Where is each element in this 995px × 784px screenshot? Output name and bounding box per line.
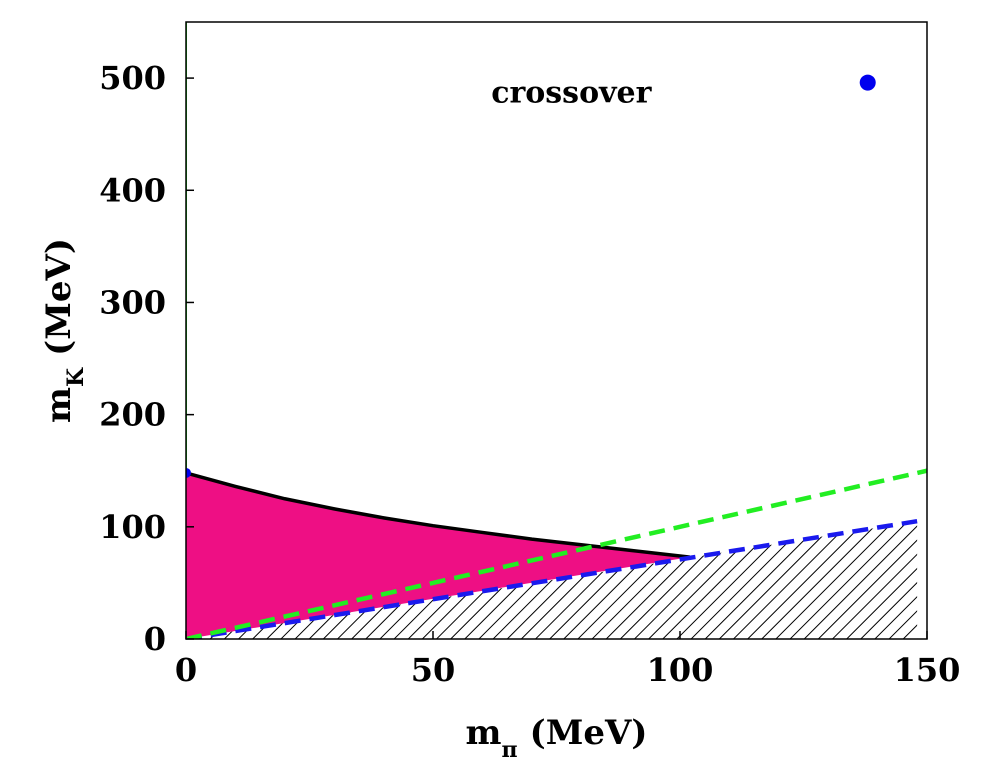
y-axis-label: mK(MeV) [39, 238, 89, 423]
y-tick-label: 200 [99, 396, 166, 434]
y-tick-label: 0 [144, 620, 166, 658]
endpoint-marker [186, 467, 191, 478]
x-tick-label: 0 [175, 651, 197, 689]
y-tick-label: 500 [99, 59, 166, 97]
x-tick-label: 100 [647, 651, 714, 689]
x-axis-label: mπ (MeV) [466, 713, 648, 763]
x-tick-label: 50 [411, 651, 456, 689]
plot-frame [185, 21, 928, 640]
y-tick-label: 400 [99, 171, 166, 209]
green-dashed-line [186, 468, 927, 639]
physical-point-marker [859, 74, 876, 91]
x-tick-label: 150 [894, 651, 961, 689]
magenta-region [186, 472, 690, 639]
boundary-curve [186, 471, 691, 559]
y-tick-label: 100 [99, 508, 166, 546]
crossover-annotation: crossover [491, 76, 652, 111]
y-tick-label: 300 [99, 283, 166, 321]
